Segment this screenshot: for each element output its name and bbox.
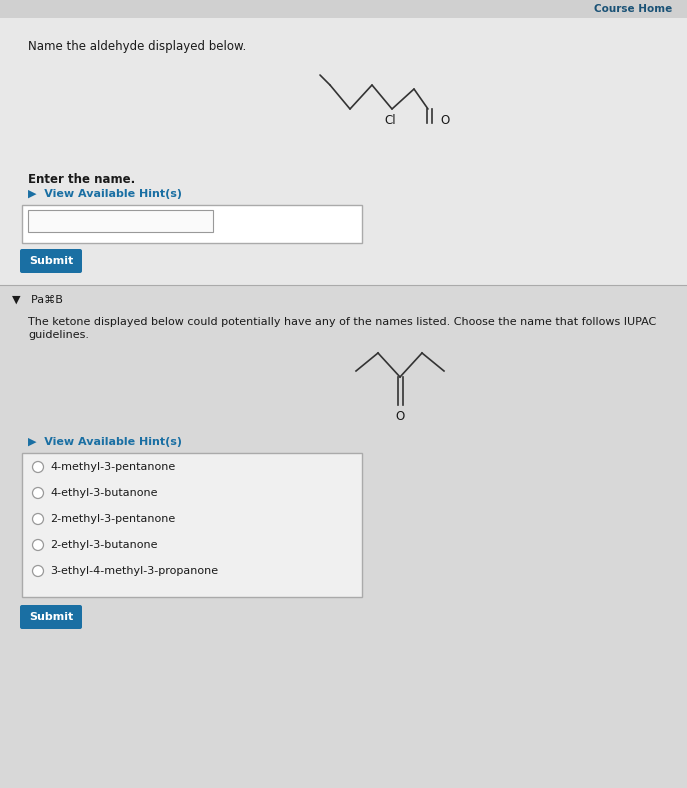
- Circle shape: [32, 540, 43, 551]
- Text: Cl: Cl: [384, 114, 396, 127]
- Circle shape: [32, 462, 43, 473]
- FancyBboxPatch shape: [20, 605, 82, 629]
- Circle shape: [32, 566, 43, 577]
- Text: Name the aldehyde displayed below.: Name the aldehyde displayed below.: [28, 40, 246, 53]
- FancyBboxPatch shape: [0, 18, 687, 328]
- FancyBboxPatch shape: [0, 285, 687, 788]
- Text: guidelines.: guidelines.: [28, 330, 89, 340]
- FancyBboxPatch shape: [28, 210, 213, 232]
- Text: 2-methyl-3-pentanone: 2-methyl-3-pentanone: [50, 514, 175, 524]
- Text: O: O: [440, 114, 449, 127]
- Text: O: O: [396, 410, 405, 423]
- Text: ▶  View Available Hint(s): ▶ View Available Hint(s): [28, 437, 182, 447]
- Circle shape: [32, 488, 43, 499]
- Text: ▼   Pa⌘B: ▼ Pa⌘B: [12, 295, 63, 305]
- FancyBboxPatch shape: [22, 205, 362, 243]
- Text: 3-ethyl-4-methyl-3-propanone: 3-ethyl-4-methyl-3-propanone: [50, 566, 218, 576]
- Text: The ketone displayed below could potentially have any of the names listed. Choos: The ketone displayed below could potenti…: [28, 317, 656, 327]
- Text: Submit: Submit: [29, 256, 73, 266]
- Text: Course Home: Course Home: [594, 4, 672, 14]
- Text: 4-methyl-3-pentanone: 4-methyl-3-pentanone: [50, 462, 175, 472]
- Text: 4-ethyl-3-butanone: 4-ethyl-3-butanone: [50, 488, 157, 498]
- Text: Enter the name.: Enter the name.: [28, 173, 135, 186]
- FancyBboxPatch shape: [20, 249, 82, 273]
- FancyBboxPatch shape: [22, 453, 362, 597]
- Text: 2-ethyl-3-butanone: 2-ethyl-3-butanone: [50, 540, 157, 550]
- Text: Submit: Submit: [29, 612, 73, 622]
- Circle shape: [32, 514, 43, 525]
- Text: ▶  View Available Hint(s): ▶ View Available Hint(s): [28, 189, 182, 199]
- FancyBboxPatch shape: [0, 0, 687, 18]
